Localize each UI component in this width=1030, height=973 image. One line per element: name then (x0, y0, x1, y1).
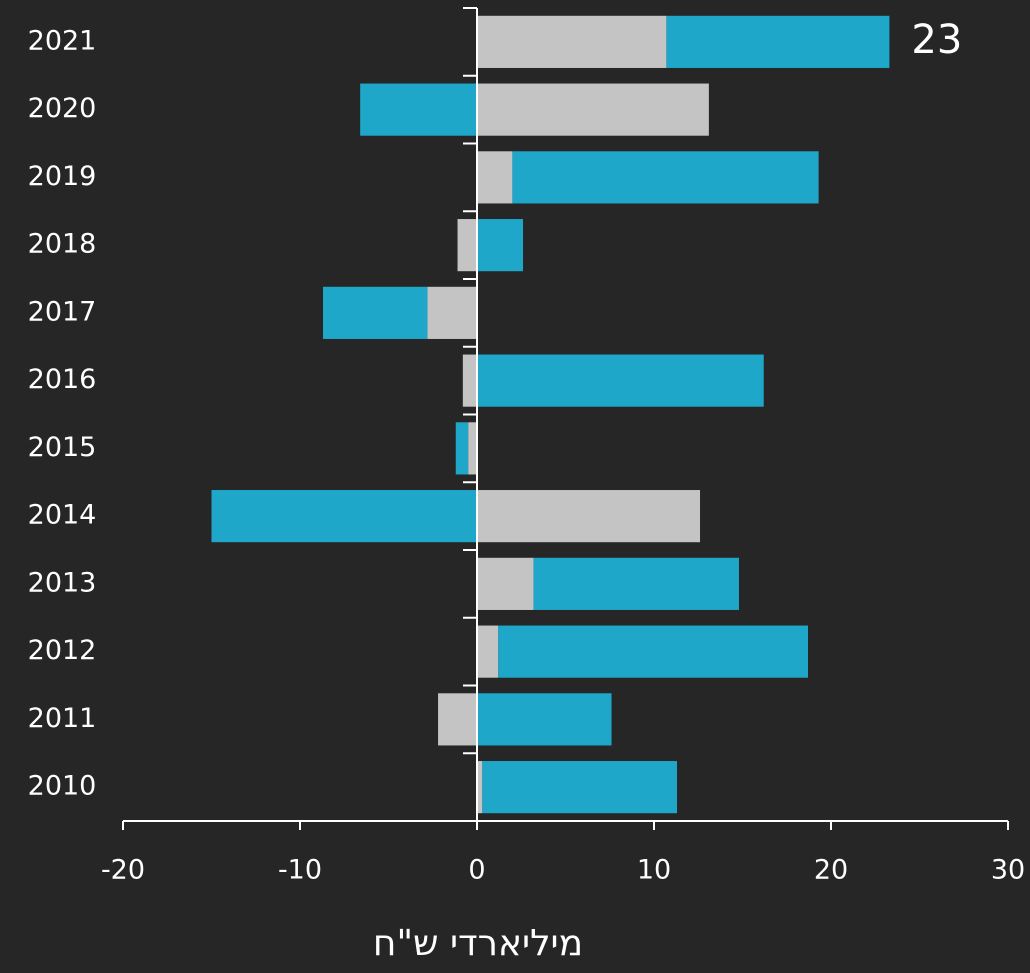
bar (455, 422, 469, 475)
y-tick-label: 2011 (28, 703, 97, 734)
y-tick-label: 2016 (28, 364, 97, 395)
y-tick-label: 2015 (28, 432, 97, 463)
y-tick-label: 2018 (28, 229, 97, 260)
bar (468, 422, 477, 475)
bar (438, 693, 477, 746)
x-axis-label: מיליארדי ש"ח (373, 923, 583, 964)
y-tick-label: 2021 (28, 25, 97, 56)
bar (512, 151, 819, 204)
x-tick-label: 0 (468, 855, 485, 886)
y-tick-label: 2017 (28, 296, 97, 327)
y-tick-label: 2010 (28, 771, 97, 802)
bar (482, 761, 678, 814)
bar (323, 286, 428, 339)
bar (427, 286, 477, 339)
bar (477, 625, 499, 678)
x-tick-label: -20 (101, 855, 145, 886)
bar (477, 219, 524, 272)
bar (211, 490, 477, 543)
x-tick-label: -10 (278, 855, 322, 886)
bar (477, 761, 483, 814)
y-tick-label: 2014 (28, 500, 97, 531)
bar (457, 219, 477, 272)
bar (477, 693, 612, 746)
y-tick-label: 2020 (28, 93, 97, 124)
y-tick-label: 2013 (28, 567, 97, 598)
annotation: 23 (911, 17, 962, 63)
bar (462, 354, 477, 407)
bar (360, 83, 477, 136)
bar (498, 625, 808, 678)
y-tick-label: 2012 (28, 635, 97, 666)
x-tick-label: 20 (814, 855, 848, 886)
bar (477, 83, 709, 136)
x-tick-label: 30 (991, 855, 1025, 886)
bar (533, 557, 739, 610)
bar (477, 151, 513, 204)
bar (666, 15, 890, 68)
y-tick-label: 2019 (28, 161, 97, 192)
x-tick-label: 10 (637, 855, 671, 886)
bar (477, 557, 534, 610)
bar (477, 354, 764, 407)
bar (477, 15, 667, 68)
bar (477, 490, 701, 543)
